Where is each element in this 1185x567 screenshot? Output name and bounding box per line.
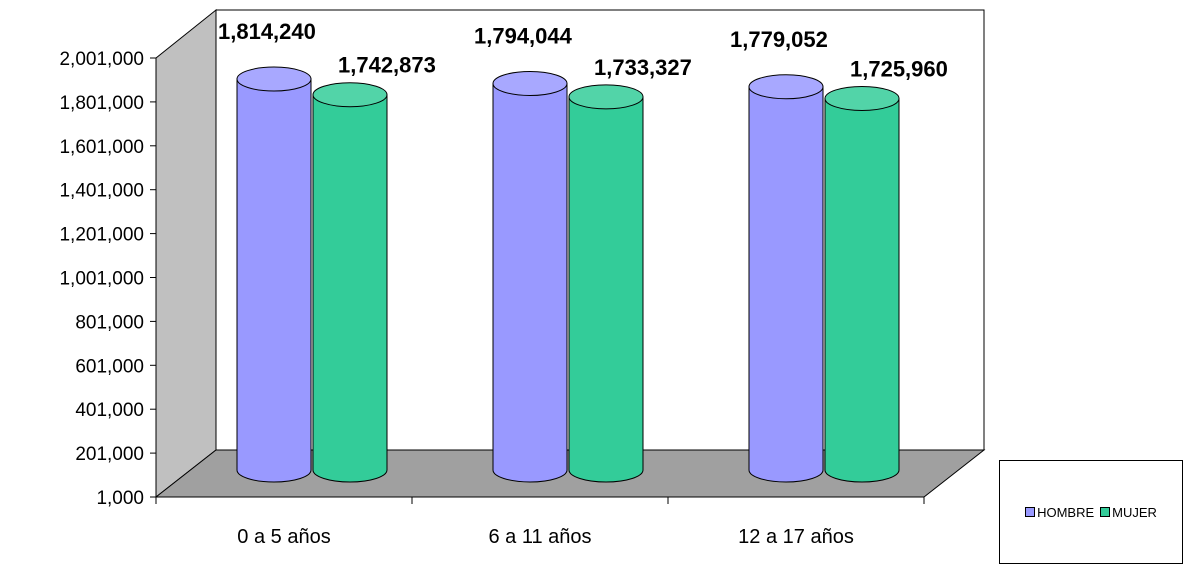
legend-swatch-hombre	[1025, 507, 1036, 517]
bar-hombre-2-top	[492, 70, 568, 96]
bar-hombre-1	[236, 78, 312, 483]
bar-hombre-3	[748, 86, 824, 483]
data-label-hombre: 1,794,044	[474, 23, 573, 48]
legend-label-hombre: HOMBRE	[1037, 504, 1095, 520]
data-label-mujer: 1,742,873	[338, 53, 436, 78]
bar-mujer-3	[824, 97, 900, 483]
y-tick-label: 401,000	[75, 400, 144, 421]
bar-mujer-2	[568, 96, 644, 483]
bar-hombre-2	[492, 82, 568, 483]
y-tick-label: 801,000	[75, 312, 144, 333]
y-tick-label: 1,801,000	[59, 93, 144, 114]
y-tick-label: 2,001,000	[59, 49, 144, 70]
x-tick-label: 12 a 17 años	[738, 526, 854, 548]
data-label-mujer: 1,725,960	[850, 56, 948, 81]
bar-mujer-3-top	[824, 85, 900, 111]
bar-mujer-1-top	[312, 82, 388, 108]
y-tick-label: 1,401,000	[59, 181, 144, 202]
y-tick-label: 601,000	[75, 356, 144, 377]
legend-label-mujer: MUJER	[1112, 504, 1157, 520]
data-label-hombre: 1,814,240	[218, 19, 316, 44]
data-label-hombre: 1,779,052	[730, 27, 828, 52]
bar-hombre-1-top	[236, 66, 312, 92]
bar-mujer-1	[312, 94, 388, 483]
bar-mujer-2-top	[568, 84, 644, 110]
y-tick-label: 1,601,000	[59, 137, 144, 158]
legend-item-hombre: HOMBRE	[1025, 505, 1094, 520]
y-tick-label: 201,000	[75, 444, 144, 465]
x-tick-label: 0 a 5 años	[237, 526, 330, 548]
y-tick-label: 1,001,000	[59, 269, 144, 290]
bar-hombre-3-top	[748, 74, 824, 100]
side-wall	[155, 8, 217, 499]
legend-item-mujer: MUJER	[1100, 505, 1157, 520]
y-tick-label: 1,201,000	[59, 225, 144, 246]
y-tick-label: 1,000	[96, 488, 144, 509]
legend: HOMBRE MUJER	[999, 460, 1183, 564]
legend-swatch-mujer	[1100, 507, 1111, 517]
data-label-mujer: 1,733,327	[594, 55, 692, 80]
x-tick-label: 6 a 11 años	[488, 526, 591, 548]
